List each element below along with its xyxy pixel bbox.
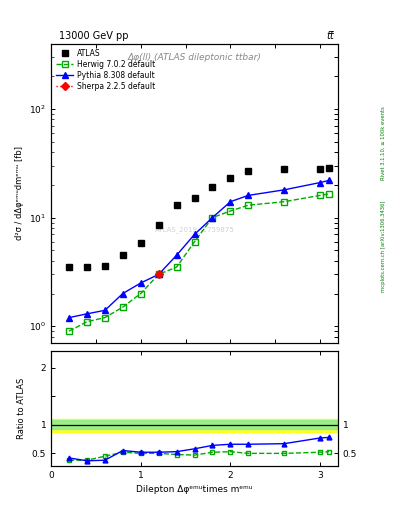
Bar (51, 420, 338, 429)
Legend: ATLAS, Herwig 7.0.2 default, Pythia 8.308 default, Sherpa 2.2.5 default: ATLAS, Herwig 7.0.2 default, Pythia 8.30… (55, 47, 157, 92)
Text: Rivet 3.1.10, ≥ 100k events: Rivet 3.1.10, ≥ 100k events (381, 106, 386, 180)
Y-axis label: d²σ / dΔφᵉᵐᵘdmᵉᵐᵘ [fb]: d²σ / dΔφᵉᵐᵘdmᵉᵐᵘ [fb] (15, 146, 24, 240)
Text: 13000 GeV pp: 13000 GeV pp (59, 31, 129, 41)
Text: Δφ(ll) (ATLAS dileptonic ttbar): Δφ(ll) (ATLAS dileptonic ttbar) (128, 53, 261, 61)
X-axis label: Dilepton Δφᵉᵐᵘtimes mᵉᵐᵘ: Dilepton Δφᵉᵐᵘtimes mᵉᵐᵘ (136, 485, 253, 495)
Text: tt̅: tt̅ (326, 31, 334, 41)
Text: ATLAS_2019_I1759875: ATLAS_2019_I1759875 (155, 226, 234, 232)
Y-axis label: Ratio to ATLAS: Ratio to ATLAS (17, 378, 26, 439)
Bar (51, 419, 338, 432)
Text: mcplots.cern.ch [arXiv:1306.3436]: mcplots.cern.ch [arXiv:1306.3436] (381, 200, 386, 291)
